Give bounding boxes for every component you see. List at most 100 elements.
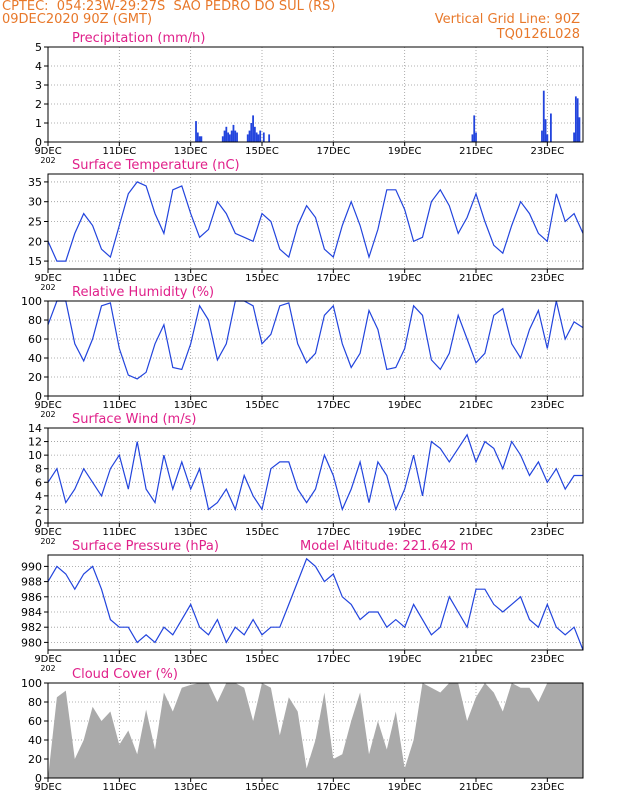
cloud-xtick-label: 17DEC (316, 782, 350, 793)
precipitation-bar (223, 130, 226, 142)
precipitation-bar (248, 130, 251, 142)
precipitation-bar (232, 124, 235, 142)
precipitation-bar (234, 130, 237, 142)
pressure-xtick-extra: 202 (40, 664, 55, 673)
precipitation-bar (195, 121, 197, 142)
pressure-ytick-label: 982 (21, 621, 42, 634)
precipitation-bar (546, 134, 549, 142)
humidity-xtick-label: 21DEC (459, 400, 493, 411)
wind-xtick-label: 11DEC (102, 527, 136, 538)
pressure-annotation: Model Altitude: 221.642 m (300, 539, 473, 554)
cloud-xtick-label: 23DEC (530, 782, 564, 793)
wind-series-line (47, 433, 583, 512)
precipitation-xtick-label: 15DEC (245, 146, 279, 157)
temperature-xtick-label: 21DEC (459, 273, 493, 284)
precipitation-title: Precipitation (mm/h) (72, 31, 205, 46)
temperature-xtick-label: 17DEC (316, 273, 350, 284)
precipitation-bar (262, 132, 265, 142)
wind-ytick-label: 10 (28, 449, 42, 462)
precipitation-bar (541, 130, 543, 142)
wind-ytick-label: 14 (28, 422, 42, 435)
cloud-ytick-label: 80 (28, 696, 42, 709)
humidity-ytick-label: 0 (35, 390, 42, 403)
temperature-ytick-label: 25 (28, 216, 42, 229)
pressure-ytick-label: 988 (21, 576, 42, 589)
pressure-ytick-label: 990 (21, 560, 42, 573)
humidity-ytick-label: 20 (28, 371, 42, 384)
precipitation-ytick-label: 0 (35, 136, 42, 149)
precipitation-xtick-extra: 202 (40, 156, 55, 165)
cloud-frame (47, 682, 584, 779)
wind-ytick-label: 0 (35, 517, 42, 530)
precipitation-xtick-label: 9DEC (34, 146, 61, 157)
cloud-ytick-label: 40 (28, 734, 42, 747)
humidity-ytick-label: 40 (28, 352, 42, 365)
pressure-frame (47, 554, 584, 651)
temperature-ytick-label: 20 (28, 235, 42, 248)
precipitation-bar (542, 90, 545, 142)
header-grid-line: Vertical Grid Line: 90Z (434, 12, 580, 27)
humidity-xtick-label: 17DEC (316, 400, 350, 411)
pressure-xtick-label: 21DEC (459, 654, 493, 665)
precipitation-frame (47, 46, 584, 143)
cloud-xtick-label: 13DEC (174, 782, 208, 793)
precipitation-ytick-label: 3 (35, 79, 42, 92)
wind-ytick-label: 6 (35, 476, 42, 489)
pressure-xtick-label: 17DEC (316, 654, 350, 665)
precipitation-bar (544, 119, 547, 142)
humidity-xtick-label: 15DEC (245, 400, 279, 411)
precipitation-ytick-label: 4 (35, 60, 42, 73)
precipitation-bar (268, 134, 271, 142)
precipitation-bar (236, 132, 238, 142)
precipitation-bar (578, 117, 581, 142)
cloud-ytick-label: 60 (28, 715, 42, 728)
temperature-ytick-label: 30 (28, 196, 42, 209)
temperature-xtick-label: 9DEC (34, 273, 61, 284)
precipitation-bar (246, 134, 249, 142)
wind-xtick-label: 19DEC (388, 527, 422, 538)
precipitation-bar (259, 130, 262, 142)
cloud-title: Cloud Cover (%) (72, 667, 178, 682)
humidity-xtick-label: 23DEC (530, 400, 564, 411)
header-station: CPTEC: 054:23W-29:27S SAO PEDRO DO SUL (… (2, 0, 336, 14)
precipitation-bar (257, 134, 260, 142)
humidity-ytick-label: 100 (21, 295, 42, 308)
pressure-title: Surface Pressure (hPa) (72, 539, 219, 554)
precipitation-bar (576, 98, 579, 142)
wind-ytick-label: 4 (35, 490, 42, 503)
precipitation-xtick-label: 17DEC (316, 146, 350, 157)
wind-xtick-extra: 202 (40, 537, 55, 546)
cloud-area (48, 683, 583, 778)
cloud-xtick-label: 9DEC (34, 782, 61, 793)
precipitation-bar (229, 134, 231, 142)
precipitation-bar (196, 132, 199, 142)
precipitation-bar (253, 126, 256, 142)
temperature-xtick-label: 15DEC (245, 273, 279, 284)
precipitation-xtick-label: 13DEC (174, 146, 208, 157)
temperature-title: Surface Temperature (nC) (72, 158, 240, 173)
humidity-series-line (47, 300, 584, 380)
cloud-xtick-label: 21DEC (459, 782, 493, 793)
precipitation-xtick-label: 21DEC (459, 146, 493, 157)
pressure-ytick-label: 986 (21, 591, 42, 604)
precipitation-bar (475, 132, 477, 142)
precipitation-bar (225, 126, 228, 142)
wind-ytick-label: 8 (35, 463, 42, 476)
pressure-ytick-label: 984 (21, 606, 42, 619)
humidity-xtick-label: 19DEC (388, 400, 422, 411)
precipitation-bar (471, 134, 474, 142)
wind-title: Surface Wind (m/s) (72, 412, 196, 427)
pressure-xtick-label: 15DEC (245, 654, 279, 665)
precipitation-ytick-label: 1 (35, 117, 42, 130)
wind-xtick-label: 13DEC (174, 527, 208, 538)
humidity-title: Relative Humidity (%) (72, 285, 214, 300)
pressure-series-line (47, 557, 584, 651)
temperature-series-line (47, 181, 584, 262)
temperature-xtick-label: 19DEC (388, 273, 422, 284)
cloud-ytick-label: 0 (35, 772, 42, 785)
pressure-xtick-label: 19DEC (388, 654, 422, 665)
header-model-code: TQ0126L028 (496, 27, 580, 42)
header-date: 09DEC2020 90Z (GMT) (2, 12, 153, 27)
temperature-ytick-label: 35 (28, 176, 42, 189)
